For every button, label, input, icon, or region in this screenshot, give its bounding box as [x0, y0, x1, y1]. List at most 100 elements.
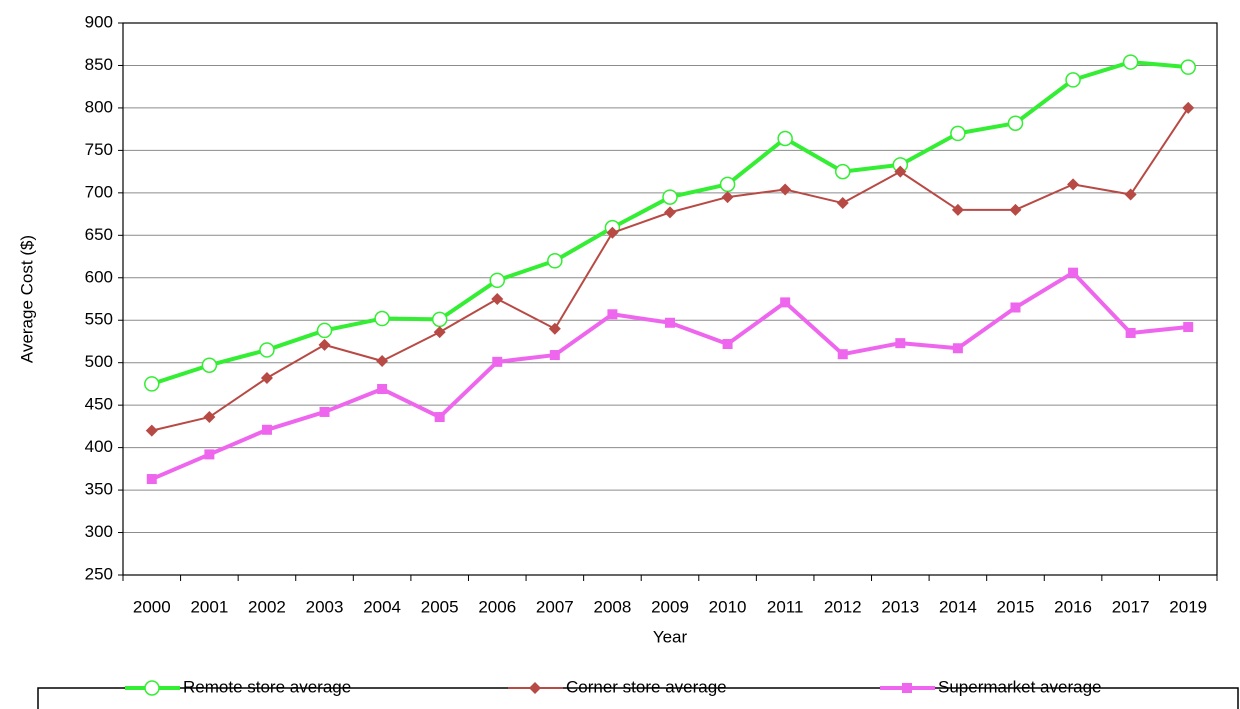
y-tick-label: 300 — [85, 522, 113, 541]
data-point — [834, 163, 851, 180]
data-point — [549, 350, 560, 361]
x-tick-label: 2019 — [1169, 597, 1207, 616]
data-point — [779, 183, 792, 196]
y-tick-label: 400 — [85, 437, 113, 456]
data-point — [259, 342, 275, 358]
x-tick-label: 2006 — [478, 597, 516, 616]
data-point — [146, 474, 157, 485]
data-point — [664, 206, 676, 219]
data-point — [1122, 54, 1139, 70]
data-point — [374, 310, 390, 327]
legend-label: Corner store average — [566, 677, 727, 696]
data-point — [836, 197, 849, 210]
x-tick-label: 2016 — [1054, 597, 1092, 616]
data-point — [1010, 302, 1021, 313]
data-point — [1180, 59, 1196, 75]
data-point — [492, 356, 503, 367]
data-point — [434, 412, 445, 423]
y-tick-label: 600 — [85, 267, 113, 286]
data-point — [837, 349, 848, 360]
data-point — [144, 376, 160, 392]
data-point — [145, 424, 158, 437]
data-point — [491, 293, 504, 305]
data-point — [489, 272, 506, 289]
series-line — [151, 107, 1190, 432]
data-point — [547, 253, 563, 269]
x-tick-label: 2014 — [939, 597, 977, 616]
y-tick-label: 450 — [85, 395, 113, 414]
data-point — [203, 411, 216, 424]
x-tick-label: 2002 — [248, 597, 286, 616]
y-axis-label: Average Cost ($) — [17, 235, 36, 363]
data-point — [1067, 178, 1080, 191]
data-point — [204, 449, 215, 460]
plot-frame — [122, 22, 1218, 576]
data-point — [1068, 267, 1079, 278]
y-tick-label: 700 — [85, 182, 113, 201]
data-point — [1183, 322, 1194, 333]
data-point — [895, 338, 906, 349]
data-point — [260, 371, 273, 384]
x-tick-label: 2017 — [1112, 597, 1150, 616]
data-point — [722, 339, 733, 350]
x-axis-label: Year — [653, 627, 688, 646]
x-tick-label: 2013 — [881, 597, 919, 616]
data-point — [319, 406, 330, 417]
legend-box — [37, 687, 1239, 709]
x-tick-label: 2008 — [594, 597, 632, 616]
data-point — [548, 322, 561, 335]
data-point — [377, 384, 388, 395]
data-point — [719, 176, 736, 193]
legend-label: Remote store average — [183, 677, 351, 696]
data-point — [1182, 101, 1195, 114]
x-tick-label: 2003 — [306, 597, 344, 616]
y-tick-label: 800 — [85, 97, 113, 116]
data-point — [951, 203, 964, 216]
data-point — [376, 354, 389, 367]
legend-marker — [529, 682, 541, 694]
data-point — [433, 326, 446, 339]
data-point — [894, 165, 907, 178]
legend-marker — [144, 680, 160, 696]
data-point — [261, 424, 272, 435]
x-tick-label: 2001 — [190, 597, 228, 616]
data-point — [316, 322, 333, 339]
y-tick-label: 650 — [85, 225, 113, 244]
x-tick-label: 2009 — [651, 597, 689, 616]
data-point — [662, 189, 678, 205]
data-point — [952, 343, 963, 354]
x-tick-label: 2010 — [709, 597, 747, 616]
data-point — [318, 338, 331, 351]
data-point — [1065, 72, 1081, 88]
data-point — [721, 191, 734, 204]
data-point — [606, 226, 619, 239]
legend-label: Supermarket average — [938, 677, 1101, 696]
x-tick-label: 2004 — [363, 597, 401, 616]
data-point — [950, 125, 966, 142]
data-point — [201, 357, 218, 373]
y-tick-label: 500 — [85, 352, 113, 371]
data-point — [777, 130, 793, 147]
data-point — [431, 311, 448, 328]
data-point — [1124, 188, 1137, 201]
y-tick-label: 900 — [85, 12, 113, 31]
y-tick-label: 750 — [85, 140, 113, 159]
data-point — [607, 309, 618, 320]
data-point — [1125, 327, 1136, 338]
legend-marker — [902, 683, 912, 693]
x-tick-label: 2007 — [536, 597, 574, 616]
x-tick-label: 2011 — [767, 597, 804, 616]
y-tick-label: 350 — [85, 480, 113, 499]
y-tick-label: 850 — [85, 55, 113, 74]
data-point — [1009, 203, 1022, 216]
data-point — [665, 317, 675, 328]
x-tick-label: 2000 — [133, 597, 171, 616]
x-tick-label: 2005 — [421, 597, 459, 616]
y-tick-label: 550 — [85, 310, 113, 329]
data-point — [1007, 115, 1024, 131]
x-tick-label: 2012 — [824, 597, 862, 616]
x-tick-label: 2015 — [997, 597, 1035, 616]
data-point — [780, 297, 791, 308]
